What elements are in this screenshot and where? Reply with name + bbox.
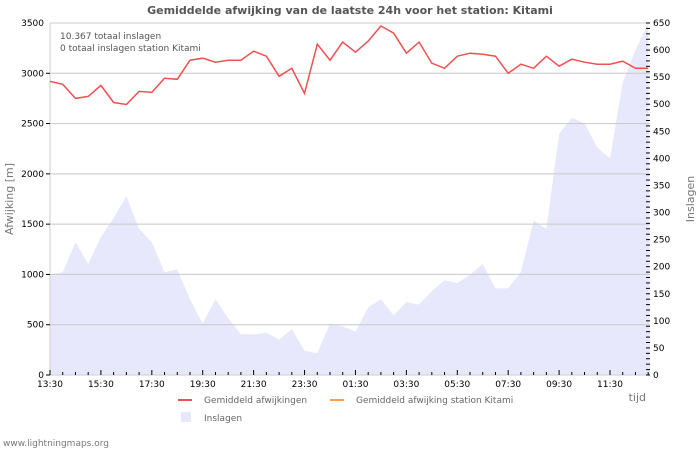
- y2-tick-label: 550: [653, 73, 670, 83]
- legend-label-inslagen: Inslagen: [204, 414, 242, 424]
- y-tick-label: 2000: [21, 170, 44, 180]
- y2-tick-label: 250: [653, 236, 670, 246]
- x-tick-label: 21:30: [241, 380, 267, 390]
- right-axis-ticks: 0 50 100 150 200 250 300 350 400 450 500 550 600 650: [646, 19, 670, 381]
- legend-label-station: Gemiddeld afwijking station Kitami: [356, 396, 513, 406]
- left-axis-ticks: 0 500 1000 1500 2000 2500 3000 3500: [21, 19, 50, 381]
- footer-link[interactable]: www.lightningmaps.org: [3, 439, 109, 449]
- legend-label-afwijkingen: Gemiddeld afwijkingen: [204, 396, 307, 406]
- y2-tick-label: 50: [653, 344, 665, 354]
- x-tick-label: 05:30: [444, 380, 470, 390]
- x-axis-label: tijd: [629, 391, 646, 404]
- x-tick-label: 23:30: [292, 380, 318, 390]
- y-tick-label: 2500: [21, 120, 44, 130]
- y2-tick-label: 400: [653, 154, 670, 164]
- y-tick-label: 0: [38, 371, 44, 381]
- x-axis-ticks: 13:30 15:30 17:30 19:30 21:30 23:30 01:30 03:30…: [37, 370, 649, 390]
- y-axis-label: Afwijking [m]: [3, 163, 16, 235]
- y2-tick-label: 100: [653, 317, 670, 327]
- annotation-total-strikes: 10.367 totaal inslagen: [60, 32, 161, 42]
- x-tick-label: 19:30: [190, 380, 216, 390]
- y2-tick-label: 350: [653, 181, 670, 191]
- y2-tick-label: 450: [653, 127, 670, 137]
- y2-tick-label: 0: [653, 371, 659, 381]
- y2-tick-label: 650: [653, 19, 670, 29]
- x-tick-label: 07:30: [495, 380, 521, 390]
- inslagen-area: [50, 23, 650, 375]
- y-tick-label: 1500: [21, 220, 44, 230]
- x-tick-label: 13:30: [37, 380, 63, 390]
- legend-swatch-inslagen: [181, 412, 191, 422]
- chart-title: Gemiddelde afwijking van de laatste 24h …: [147, 4, 553, 17]
- annotation-station-strikes: 0 totaal inslagen station Kitami: [60, 44, 201, 54]
- y-tick-label: 1000: [21, 270, 44, 280]
- y2-tick-label: 500: [653, 100, 670, 110]
- x-tick-label: 03:30: [393, 380, 419, 390]
- y2-tick-label: 300: [653, 209, 670, 219]
- y2-tick-label: 150: [653, 290, 670, 300]
- x-tick-label: 17:30: [139, 380, 165, 390]
- x-tick-label: 15:30: [88, 380, 114, 390]
- y-tick-label: 3000: [21, 69, 44, 79]
- y2-tick-label: 600: [653, 46, 670, 56]
- grid-overlay: [50, 72, 650, 326]
- y2-axis-label: Inslagen: [684, 176, 697, 222]
- gemiddeld-afwijkingen-line: [49, 25, 649, 106]
- y2-tick-label: 200: [653, 263, 670, 273]
- y-tick-label: 3500: [21, 19, 44, 29]
- x-tick-label: 09:30: [546, 380, 572, 390]
- y-tick-label: 500: [27, 321, 44, 331]
- x-tick-label: 11:30: [597, 380, 623, 390]
- x-tick-label: 01:30: [342, 380, 368, 390]
